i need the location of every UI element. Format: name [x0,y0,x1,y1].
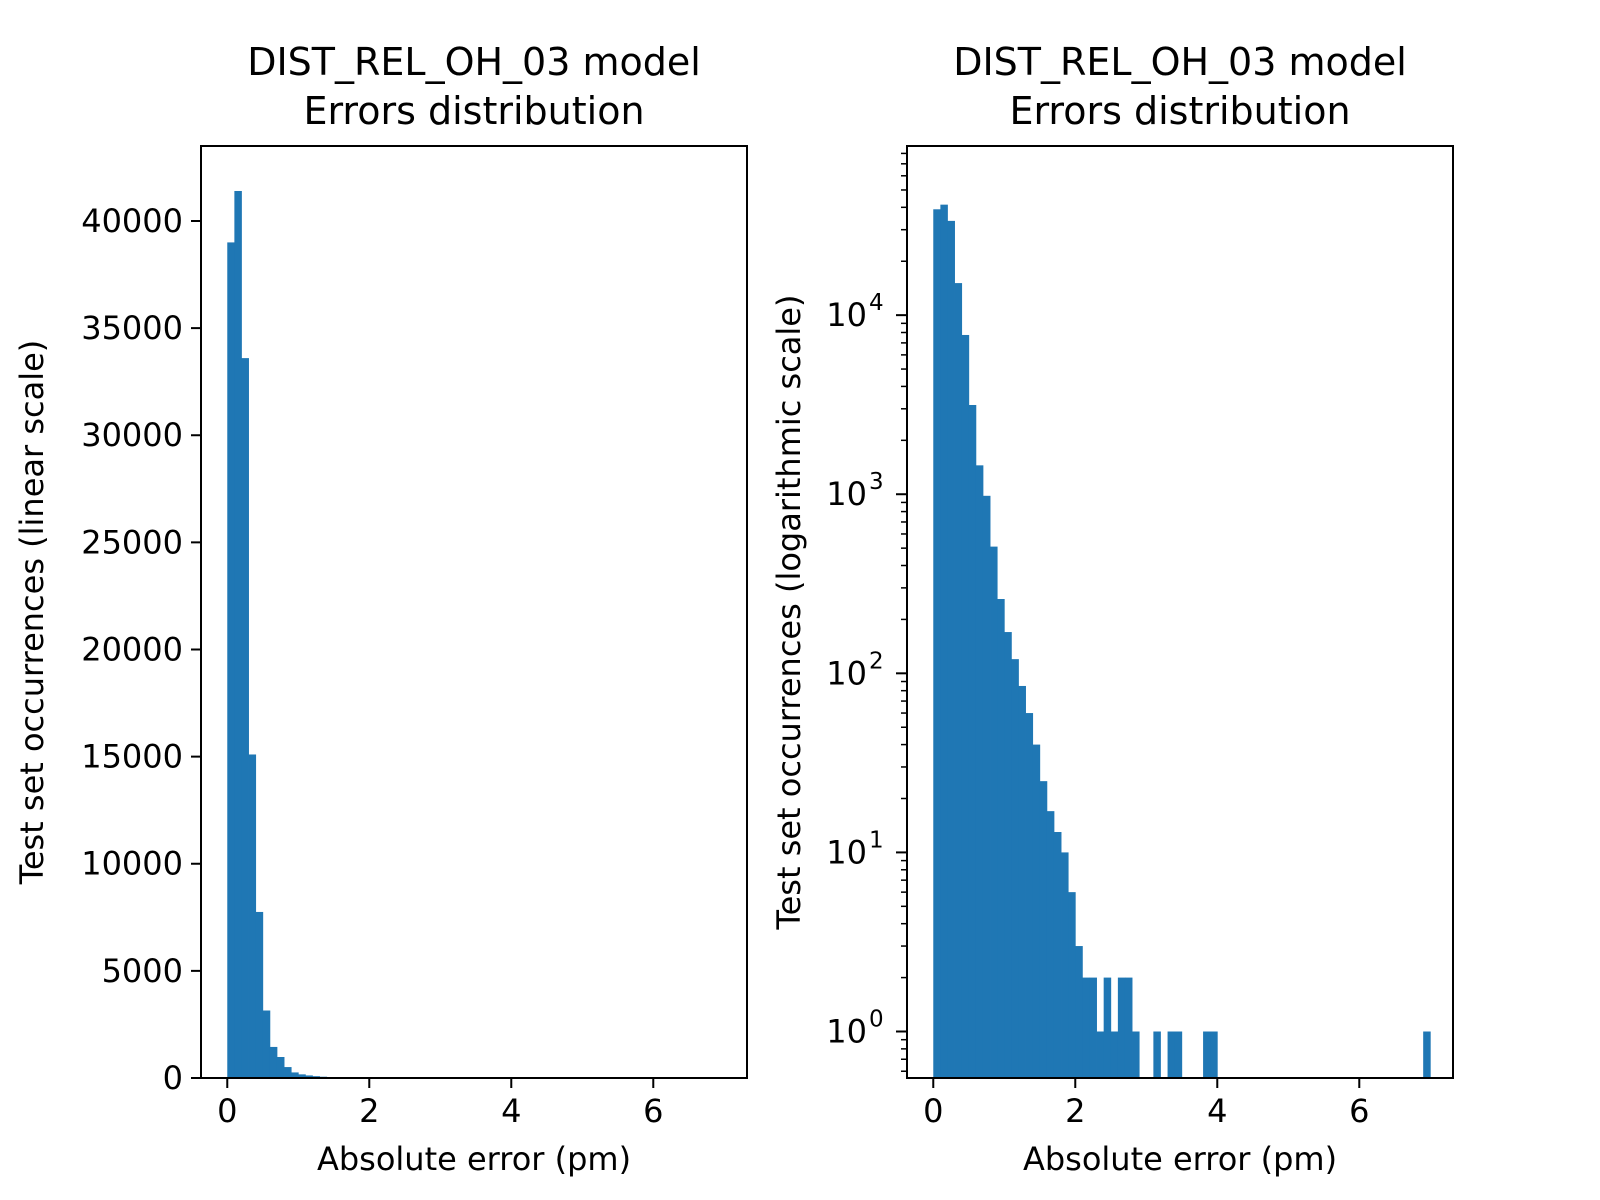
chart-log-bar [1167,1031,1176,1078]
chart-linear-bar [276,1057,285,1078]
chart-log-bar [1124,977,1133,1078]
chart-log-x-tick-label: 4 [1207,1092,1227,1130]
chart-log-y-tick-label: 10 [826,1013,867,1051]
chart-log-y-tick-exponent: 4 [869,290,884,316]
chart-log-x-ticks: 0 2 4 6 [923,1078,1369,1130]
chart-linear-bar [262,1010,271,1078]
chart-linear-bar [298,1074,306,1078]
chart-linear-y-tick-label: 20000 [81,630,183,668]
chart-linear-y-tick-label: 0 [163,1059,183,1097]
chart-linear-x-tick-label: 0 [217,1092,237,1130]
chart-linear-y-tick-label: 40000 [81,202,183,240]
chart-linear-bar [269,1046,278,1078]
chart-log-bar [1210,1031,1218,1078]
chart-log-bar [990,546,998,1078]
chart-log-x-tick-label: 6 [1349,1092,1369,1130]
chart-log-y-tick-exponent: 2 [869,648,884,674]
chart-log-bar [982,495,991,1078]
chart-log-y-label: Test set occurrences (logarithmic scale) [770,295,808,931]
chart-log-x-label: Absolute error (pm) [1023,1140,1337,1178]
chart-log-y-tick-label: 10 [826,654,867,692]
chart-log-bar [1103,977,1112,1078]
chart-log-title-line2: Errors distribution [1009,89,1350,133]
chart-log-bar [1203,1031,1211,1078]
chart-linear-bar [227,242,235,1078]
chart-log-bar [1032,744,1041,1078]
chart-log-bar [1096,1031,1105,1078]
chart-linear-y-tick-label: 30000 [81,416,183,454]
chart-log-bar [947,220,955,1078]
chart-log-bar [975,465,984,1079]
chart-log-axes-frame [906,145,1454,1079]
chart-linear-y-tick-label: 15000 [81,738,183,776]
chart-linear-title-line2: Errors distribution [303,89,644,133]
chart-log-bar [1018,685,1026,1078]
chart-log-y-tick-label: 10 [826,475,867,513]
chart-linear-x-label: Absolute error (pm) [317,1140,631,1178]
chart-log-bar [1110,1031,1119,1078]
chart-linear-x-ticks: 0 2 4 6 [217,1078,663,1130]
chart-linear-y-tick-label: 25000 [81,523,183,561]
chart-linear-title-line1: DIST_REL_OH_03 model [247,40,701,84]
chart-log-bar [1046,811,1055,1078]
chart-log-bar [1011,659,1019,1078]
chart-linear-y-ticks: 0 5000 10000 15000 20000 25000 30000 35000 40000 [81,202,201,1097]
chart-log-bar [1004,632,1012,1078]
chart-linear-x-tick-label: 4 [501,1092,521,1130]
chart-log-bar [997,599,1005,1078]
chart-log-bar [968,404,977,1078]
chart-log-bar [954,283,963,1079]
chart-linear-x-tick-label: 2 [359,1092,379,1130]
chart-log-title-line1: DIST_REL_OH_03 model [953,40,1407,84]
chart-log-bar [1075,946,1083,1078]
chart-linear: DIST_REL_OH_03 model Errors distribution… [13,40,748,1178]
chart-log-bar [1132,1031,1140,1078]
chart-log-bar [1068,892,1076,1078]
chart-log-x-tick-label: 0 [923,1092,943,1130]
chart-log-bar [1117,977,1126,1078]
chart-linear-axes-frame [200,145,748,1079]
chart-linear-y-tick-label: 35000 [81,309,183,347]
chart-log-bar [933,209,941,1079]
chart-log-bar [940,204,948,1078]
chart-log-bars [933,204,1431,1079]
chart-linear-bar [305,1075,313,1078]
chart-log-bar [1039,781,1048,1078]
chart-linear-bar [291,1072,299,1078]
chart-log-bar [1061,852,1069,1078]
chart-log-y-tick-exponent: 0 [869,1007,884,1033]
chart-linear-bar [248,754,257,1078]
chart-linear-y-tick-label: 5000 [102,952,183,990]
chart-linear-x-tick-label: 6 [643,1092,663,1130]
chart-linear-bar [284,1067,292,1078]
chart-linear-bar [234,190,242,1079]
chart-log-bar [1082,977,1090,1078]
chart-linear-bar [241,358,249,1078]
chart-log-y-tick-exponent: 3 [869,469,884,495]
chart-log-y-tick-label: 10 [826,296,867,334]
chart-log-y-tick-label: 10 [826,833,867,871]
chart-linear-y-tick-label: 10000 [81,845,183,883]
chart-log-bar [1025,713,1034,1078]
chart-linear-bar [255,911,264,1078]
chart-log-bar [1053,832,1062,1078]
chart-log-bar [1174,1031,1183,1078]
chart-linear-y-label: Test set occurrences (linear scale) [13,340,51,886]
chart-log-bar [961,334,970,1079]
chart-log-x-tick-label: 2 [1065,1092,1085,1130]
chart-log: DIST_REL_OH_03 model Errors distribution… [770,40,1454,1178]
chart-log-y-tick-exponent: 1 [869,827,884,853]
chart-log-bar [1423,1031,1431,1078]
chart-log-bar [1153,1031,1161,1078]
chart-log-bar [1089,977,1097,1078]
